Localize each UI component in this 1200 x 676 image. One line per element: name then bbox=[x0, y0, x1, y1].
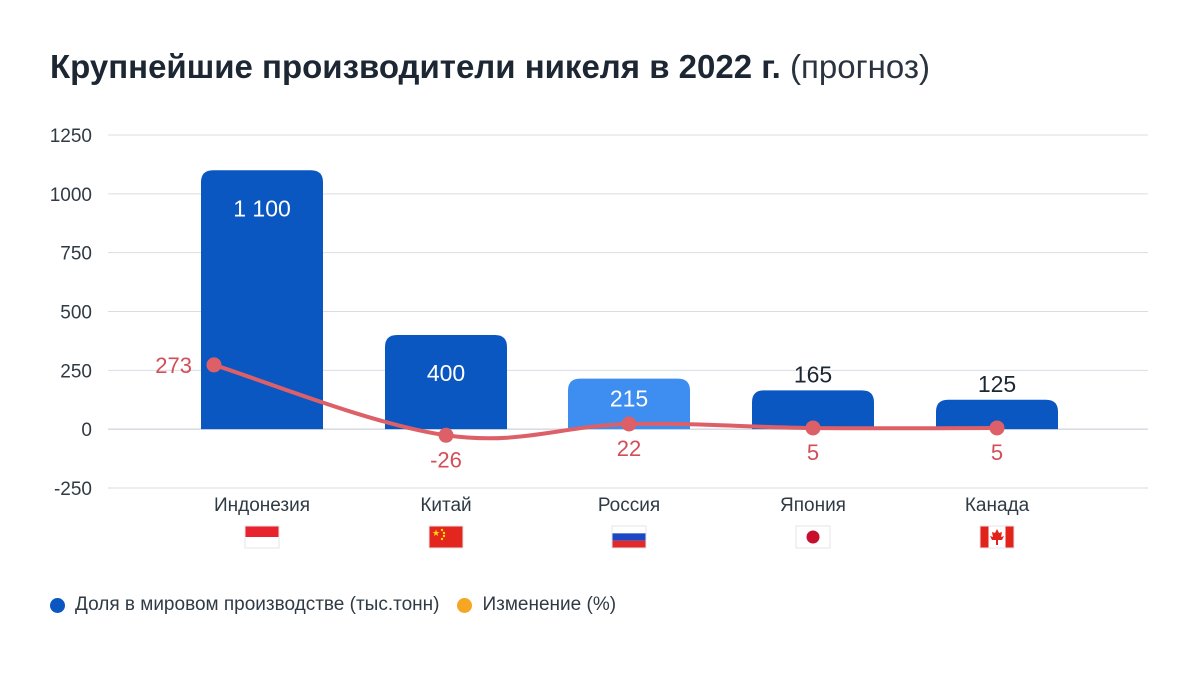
x-category-label: Япония bbox=[780, 495, 846, 516]
y-tick-label: 0 bbox=[81, 420, 92, 441]
legend-item-production: Доля в мировом производстве (тыс.тонн) bbox=[50, 594, 439, 616]
y-tick-label: 750 bbox=[60, 244, 92, 265]
chart-title: Крупнейшие производители никеля в 2022 г… bbox=[50, 48, 930, 86]
bar-value-label: 165 bbox=[794, 361, 832, 387]
y-tick-label: 500 bbox=[60, 303, 92, 324]
change-point bbox=[989, 420, 1005, 436]
bar-value-label: 125 bbox=[978, 371, 1016, 397]
legend-item-change: Изменение (%) bbox=[457, 594, 616, 616]
chart-title-suffix: (прогноз) bbox=[790, 48, 930, 85]
bar-value-label: 1 100 bbox=[233, 195, 291, 221]
legend-dot-production bbox=[50, 597, 65, 613]
bar bbox=[936, 399, 1058, 430]
change-point bbox=[621, 416, 637, 432]
chart-title-main: Крупнейшие производители никеля в 2022 г… bbox=[50, 48, 781, 85]
bar bbox=[752, 390, 874, 430]
y-tick-label: 1250 bbox=[50, 126, 92, 147]
bar-value-label: 400 bbox=[427, 360, 465, 386]
chart-legend: Доля в мировом производстве (тыс.тонн) И… bbox=[50, 594, 624, 616]
change-point bbox=[438, 427, 454, 443]
bar bbox=[568, 378, 690, 430]
y-tick-label: 1000 bbox=[50, 185, 92, 206]
x-category-label: Канада bbox=[965, 495, 1030, 516]
bar-value-label: 215 bbox=[610, 386, 648, 412]
change-value-label: -26 bbox=[430, 447, 462, 472]
change-value-label: 5 bbox=[991, 440, 1003, 465]
change-point bbox=[805, 420, 821, 436]
x-category-label: Китай bbox=[420, 495, 471, 516]
change-value-label: 5 bbox=[807, 440, 819, 465]
indonesia-flag bbox=[244, 525, 280, 549]
russia-flag bbox=[611, 525, 647, 549]
x-category-label: Россия bbox=[598, 495, 660, 516]
change-value-label: 22 bbox=[617, 436, 641, 461]
legend-label-production: Доля в мировом производстве (тыс.тонн) bbox=[75, 594, 440, 615]
bar bbox=[201, 170, 323, 430]
change-point bbox=[206, 357, 222, 373]
canada-flag bbox=[979, 525, 1015, 549]
legend-label-change: Изменение (%) bbox=[482, 594, 617, 615]
bar bbox=[385, 335, 507, 430]
svg-text:★: ★ bbox=[432, 528, 440, 538]
x-category-label: Индонезия bbox=[214, 495, 310, 516]
japan-flag bbox=[795, 525, 831, 549]
legend-dot-change bbox=[457, 597, 473, 613]
china-flag: ★ bbox=[428, 525, 464, 549]
y-tick-label: -250 bbox=[54, 479, 92, 500]
change-value-label: 273 bbox=[155, 353, 192, 378]
y-tick-label: 250 bbox=[60, 361, 92, 382]
